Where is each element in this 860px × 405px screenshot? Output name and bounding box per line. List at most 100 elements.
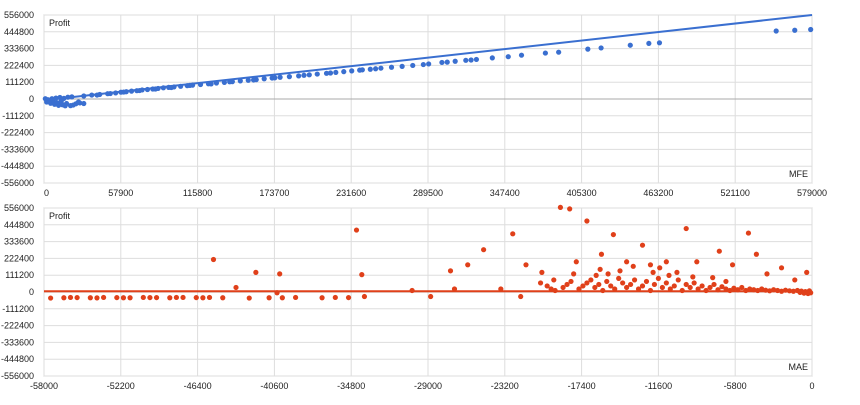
mae-y-tick-label: 111200 [5, 270, 34, 280]
mae-data-point [233, 284, 239, 291]
mfe-data-point [585, 46, 591, 52]
mae-data-point [568, 278, 574, 285]
mae-data-point [428, 293, 434, 300]
mae-data-point [94, 295, 100, 301]
mfe-data-point [556, 49, 562, 55]
mfe-data-point [237, 78, 243, 84]
mfe-data-point [160, 85, 166, 91]
mae-data-point [67, 294, 74, 301]
mae-data-point [597, 266, 603, 272]
mae-data-point [778, 288, 785, 294]
mae-data-point [710, 275, 716, 281]
mfe-data-point [468, 57, 474, 63]
mae-data-point [729, 262, 736, 268]
mae-data-point [588, 277, 594, 283]
mfe-data-point [444, 59, 450, 65]
mae-data-point [548, 286, 554, 292]
mae-data-point [804, 269, 810, 275]
mae-data-point [719, 284, 725, 290]
mae-data-point [620, 280, 626, 286]
mae-data-point [600, 287, 606, 294]
mae-data-point [292, 294, 299, 301]
mfe-data-point [120, 89, 127, 95]
mae-data-point [465, 262, 471, 268]
mae-data-point [523, 262, 529, 268]
mae-data-point [739, 284, 745, 291]
mae-data-point [786, 288, 793, 294]
mae-data-point [690, 274, 696, 280]
mae-data-point [571, 271, 577, 277]
mfe-data-point [627, 42, 633, 48]
mfe-data-point [128, 88, 135, 94]
mae-data-point [753, 251, 759, 257]
mae-data-point [639, 242, 646, 248]
mfe-data-point [213, 80, 220, 86]
mae-data-point [745, 230, 752, 236]
mfe-x-tick-label: 521100 [721, 188, 750, 198]
mae-data-point [694, 259, 700, 265]
mfe-data-point [152, 86, 159, 92]
mae-data-point [48, 295, 54, 301]
mae-y-axis-label: Profit [49, 211, 71, 221]
mae-data-point [593, 272, 599, 278]
mae-data-point [699, 283, 705, 289]
mae-data-point [659, 284, 665, 291]
mfe-x-tick-label: 115800 [183, 188, 212, 198]
mfe-x-tick-label: 231600 [336, 188, 366, 198]
mae-data-point [361, 293, 368, 300]
mae-data-point [743, 287, 749, 294]
mae-data-point [651, 281, 658, 288]
mae-data-point [279, 295, 285, 301]
mfe-y-tick-label: 222400 [4, 60, 34, 70]
mfe-x-tick-label: 347400 [490, 188, 520, 198]
mae-data-point [557, 204, 564, 210]
mae-data-point [687, 284, 693, 291]
mfe-data-point [168, 84, 174, 91]
mfe-data-point [136, 87, 143, 94]
mae-data-point [735, 287, 741, 293]
mfe-data-point [261, 76, 267, 82]
mfe-data-point [75, 99, 82, 105]
mfe-data-point [542, 50, 548, 56]
mae-data-point [801, 290, 807, 296]
mae-data-point [624, 284, 630, 291]
mae-data-point [675, 277, 681, 283]
mfe-data-point [420, 61, 426, 68]
mfe-data-point [54, 100, 60, 106]
mae-data-point [274, 290, 280, 296]
mfe-y-tick-label: -111200 [2, 111, 34, 121]
mae-data-point [759, 286, 765, 292]
mae-data-point [624, 259, 630, 265]
mae-data-point [560, 284, 566, 291]
mfe-data-point [333, 69, 339, 76]
mae-data-point [683, 281, 689, 288]
mfe-data-point [349, 68, 355, 74]
mae-data-point [663, 280, 669, 286]
mfe-data-point [50, 97, 56, 103]
mae-data-point [639, 283, 646, 289]
mfe-x-tick-label: 0 [44, 188, 49, 198]
mae-data-point [782, 287, 789, 293]
mfe-y-tick-label: 444800 [4, 27, 34, 37]
mfe-data-point [399, 63, 405, 69]
mfe-data-point [327, 70, 334, 76]
mae-data-point [584, 280, 590, 286]
mfe-y-tick-label: -444800 [1, 161, 34, 171]
mae-data-point [518, 293, 524, 300]
mae-data-point [790, 288, 797, 294]
mfe-data-point [646, 40, 652, 47]
mae-data-point [703, 287, 709, 294]
mae-data-point [723, 278, 729, 285]
mae-data-point [612, 286, 618, 292]
mae-data-point [605, 271, 611, 277]
mfe-data-point [656, 40, 663, 46]
mfe-data-point [463, 57, 469, 63]
mfe-x-tick-label: 463200 [643, 188, 673, 198]
mae-data-point [253, 269, 259, 275]
mae-data-point [451, 286, 458, 292]
mae-data-point [552, 287, 558, 294]
mfe-data-point [107, 90, 113, 97]
mfe-data-point [221, 79, 227, 85]
mfe-data-point [277, 74, 283, 80]
